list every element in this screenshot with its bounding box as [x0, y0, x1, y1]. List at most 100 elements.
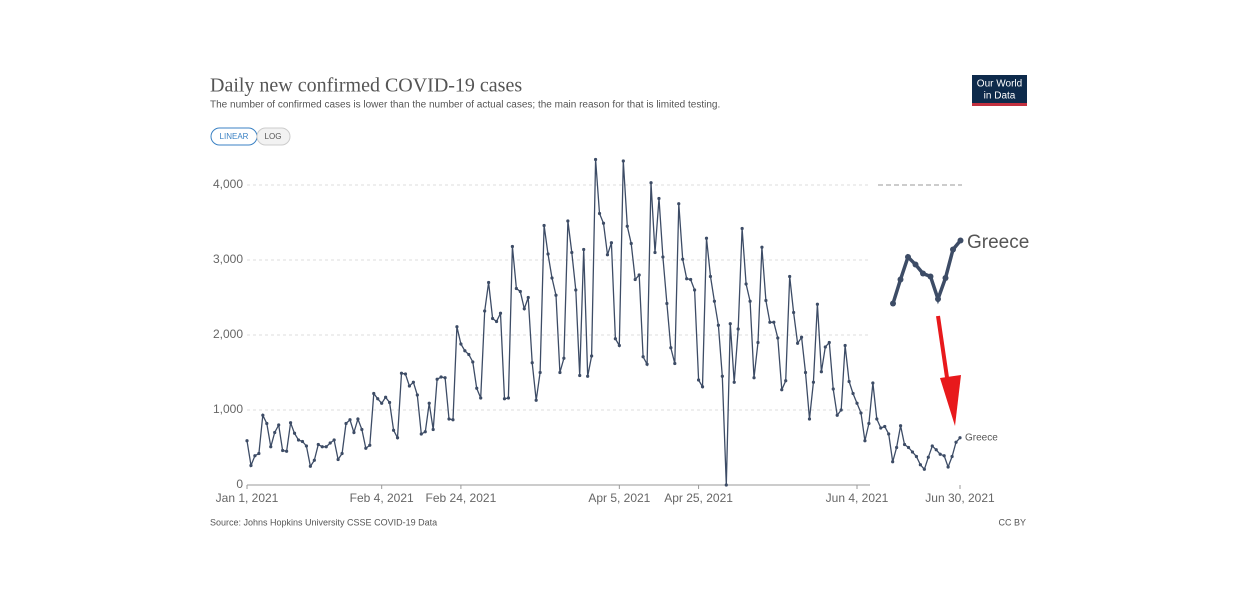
point [253, 454, 257, 458]
point [736, 327, 740, 331]
logo-text: in Data [984, 91, 1016, 102]
point [439, 375, 443, 379]
point [867, 421, 871, 426]
point [891, 460, 895, 464]
point [950, 454, 954, 459]
point [784, 379, 788, 383]
point [403, 372, 408, 376]
point [578, 373, 582, 378]
x-tick-label: Jun 30, 2021 [925, 491, 995, 505]
point [625, 224, 629, 228]
point [954, 440, 958, 444]
inset-point [890, 300, 896, 307]
point [356, 417, 360, 421]
point [934, 448, 938, 452]
point [958, 436, 962, 440]
point [641, 355, 645, 359]
point [475, 386, 479, 390]
point [902, 442, 907, 447]
point [300, 439, 305, 444]
point [558, 370, 562, 375]
y-tick-label: 2,000 [213, 327, 243, 341]
point [483, 309, 487, 313]
point [859, 411, 863, 415]
y-tick-label: 1,000 [213, 402, 243, 416]
point [538, 370, 542, 375]
inset-point [935, 296, 941, 302]
license[interactable]: CC BY [998, 517, 1026, 527]
point [617, 343, 621, 348]
point [320, 445, 324, 449]
point [431, 427, 435, 432]
point [605, 253, 610, 257]
point [946, 465, 950, 469]
point [312, 458, 316, 462]
inset-point [905, 254, 911, 260]
point [593, 157, 598, 162]
point [780, 388, 784, 392]
point [427, 401, 431, 405]
point [906, 445, 911, 450]
point [744, 282, 748, 286]
point [534, 398, 538, 402]
source: Source: Johns Hopkins University CSSE CO… [210, 517, 437, 527]
point [871, 381, 875, 385]
log-label: LOG [265, 132, 282, 141]
inset-point [927, 273, 934, 280]
point [411, 380, 415, 384]
point [463, 349, 467, 353]
point [574, 288, 578, 292]
point [831, 387, 835, 391]
point [657, 196, 661, 201]
point [922, 467, 926, 471]
point [914, 454, 919, 459]
point [803, 370, 808, 375]
point [851, 391, 855, 396]
inset-point [957, 237, 964, 244]
point [930, 444, 934, 448]
point [764, 298, 768, 303]
point [756, 340, 760, 345]
point [348, 418, 352, 422]
point [716, 323, 720, 327]
point [827, 340, 831, 345]
x-tick-label: Jan 1, 2021 [216, 491, 279, 505]
log-button[interactable] [256, 127, 291, 146]
point [332, 438, 336, 442]
point [669, 346, 673, 350]
point [815, 302, 820, 306]
point [776, 336, 780, 340]
point [399, 371, 404, 375]
point [498, 311, 503, 315]
point [479, 396, 483, 400]
point [621, 159, 625, 163]
point [518, 289, 522, 294]
point [673, 361, 677, 366]
point [712, 299, 717, 303]
point [883, 424, 887, 429]
point [447, 417, 451, 421]
y-tick-label: 0 [236, 477, 243, 491]
point [277, 423, 281, 427]
point [942, 454, 946, 458]
point [261, 413, 265, 417]
point [704, 236, 709, 240]
point [847, 379, 851, 384]
point [292, 431, 297, 435]
point [562, 356, 566, 360]
point [459, 342, 463, 346]
point [768, 320, 772, 324]
point [807, 417, 812, 421]
point [324, 445, 328, 449]
point [304, 444, 309, 448]
point [542, 223, 546, 228]
point [665, 301, 669, 306]
point [471, 360, 475, 364]
point [633, 277, 637, 282]
logo[interactable] [972, 75, 1027, 105]
point [700, 385, 705, 389]
logo-bar [972, 103, 1027, 106]
point [887, 432, 891, 436]
inset-point [950, 246, 956, 253]
